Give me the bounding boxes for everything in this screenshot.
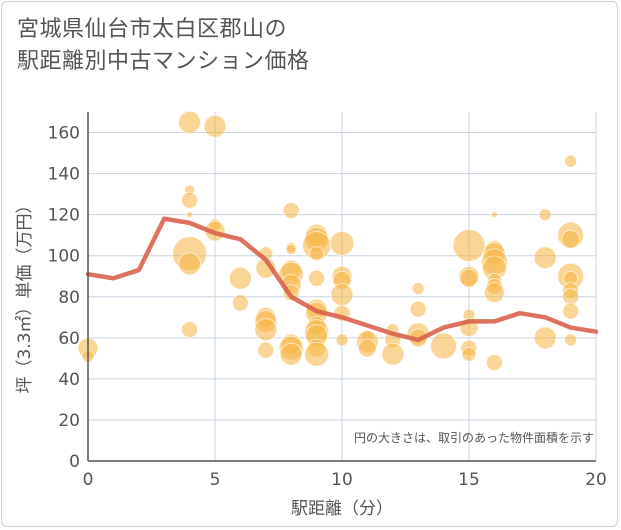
y-tick-label: 0 [69, 452, 80, 472]
y-tick-label: 120 [48, 206, 80, 226]
bubble-point [304, 341, 330, 367]
bubble-point [335, 333, 349, 347]
bubble-point [282, 202, 300, 220]
bubble-point [329, 230, 355, 256]
bubble-point [490, 211, 498, 219]
y-tick-label: 60 [58, 329, 80, 349]
bubble-point [538, 208, 552, 222]
bubble-point [562, 302, 580, 320]
chart-title: 宮城県仙台市太白区郡山の 駅距離別中古マンション価格 [17, 14, 310, 78]
bubble-point [459, 268, 479, 288]
y-tick-label: 20 [58, 411, 80, 431]
bubble-point [181, 191, 199, 209]
bubble-point [561, 229, 581, 249]
bubble-point [203, 114, 227, 138]
x-tick-label: 0 [83, 470, 94, 490]
x-tick-label: 5 [210, 470, 221, 490]
bubble-point [483, 282, 505, 304]
bubble-point [430, 332, 458, 360]
bubble-point [285, 244, 297, 256]
y-tick-label: 140 [48, 165, 80, 185]
bubble-point [279, 342, 303, 366]
bubble-point [231, 294, 249, 312]
chart-title-line-1: 宮城県仙台市太白区郡山の [17, 17, 288, 42]
chart-title-line-2: 駅距離別中古マンション価格 [17, 49, 310, 74]
bubble-point [178, 252, 202, 276]
trend-line-series [85, 216, 599, 343]
bubble-point [309, 246, 325, 262]
bubble-point [562, 288, 580, 306]
bubble-point [228, 266, 252, 290]
bubble-point [485, 353, 503, 371]
bubble-point [186, 211, 194, 219]
bubble-point [564, 333, 578, 347]
axes [87, 112, 596, 462]
bubble-point [330, 283, 354, 307]
bubble-point [254, 318, 278, 342]
bubble-point [308, 269, 326, 287]
x-tick-label: 10 [331, 470, 353, 490]
x-tick-label: 20 [585, 470, 607, 490]
trend-line [85, 216, 599, 343]
bubble-point [409, 300, 427, 318]
x-tick-label: 15 [458, 470, 480, 490]
bubble-point [181, 321, 199, 339]
bubble-point [461, 346, 477, 362]
bubble-point [533, 246, 557, 270]
bubble-point [533, 326, 557, 350]
x-axis-label: 駅距離（分） [291, 499, 393, 519]
bubble-series [77, 110, 585, 371]
bubble-point [452, 228, 486, 262]
size-legend-note: 円の大きさは、取引のあった物件面積を示す [354, 430, 594, 445]
bubble-point [257, 341, 275, 359]
bubble-point [357, 338, 377, 358]
y-tick-label: 100 [48, 247, 80, 267]
y-tick-label: 160 [48, 124, 80, 144]
y-tick-label: 40 [58, 370, 80, 390]
bubble-point [564, 154, 578, 168]
bubble-point [411, 282, 425, 296]
y-axis-label: 坪（3.3㎡）単価（万円） [15, 196, 35, 393]
y-tick-label: 80 [58, 288, 80, 308]
bubble-point [381, 342, 405, 366]
tick-labels: 0 20 40 60 80 100 120 140 160 0 5 10 15 20 [48, 124, 607, 490]
bubble-point [178, 110, 202, 134]
